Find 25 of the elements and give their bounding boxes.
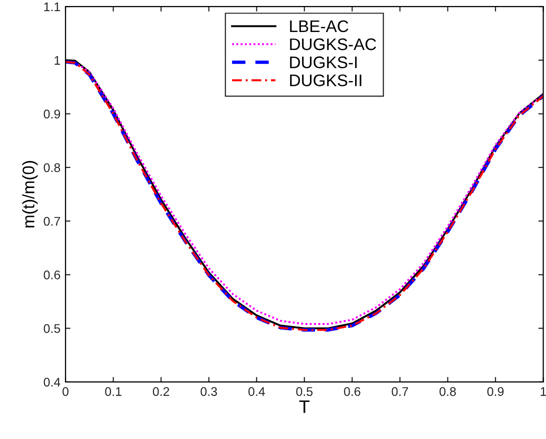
x-tick-label: 0.2 bbox=[152, 387, 170, 396]
y-tick-label: 0.5 bbox=[44, 324, 60, 333]
x-tick-label: 0.3 bbox=[200, 387, 217, 396]
y-axis-title: m(t)/m(0) bbox=[22, 161, 38, 228]
x-tick-label: 0.6 bbox=[344, 387, 360, 396]
y-tick-label: 0.9 bbox=[44, 110, 60, 118]
y-tick-label: 1 bbox=[54, 56, 60, 65]
x-tick-label: 0 bbox=[62, 387, 69, 396]
y-tick-label: 0.8 bbox=[44, 163, 60, 172]
x-tick-label: 0.1 bbox=[105, 387, 122, 396]
x-tick-label: 1 bbox=[540, 387, 546, 396]
x-tick-label: 0.5 bbox=[296, 387, 313, 396]
y-tick-label: 0.7 bbox=[44, 216, 60, 226]
x-axis-title: T bbox=[299, 400, 310, 413]
legend-label: DUGKS-II bbox=[290, 74, 362, 86]
x-tick-label: 0.4 bbox=[248, 387, 265, 396]
x-tick-label: 0.9 bbox=[487, 387, 504, 396]
y-tick-label: 0.6 bbox=[44, 270, 60, 280]
y-tick-label: 1.1 bbox=[44, 2, 60, 12]
legend-label: DUGKS-I bbox=[290, 56, 357, 68]
y-tick-label: 0.4 bbox=[44, 378, 60, 387]
legend-label: LBE-AC bbox=[290, 20, 348, 32]
x-tick-label: 0.7 bbox=[392, 387, 408, 396]
legend-label: DUGKS-AC bbox=[290, 38, 376, 50]
x-tick-label: 0.8 bbox=[440, 387, 456, 396]
